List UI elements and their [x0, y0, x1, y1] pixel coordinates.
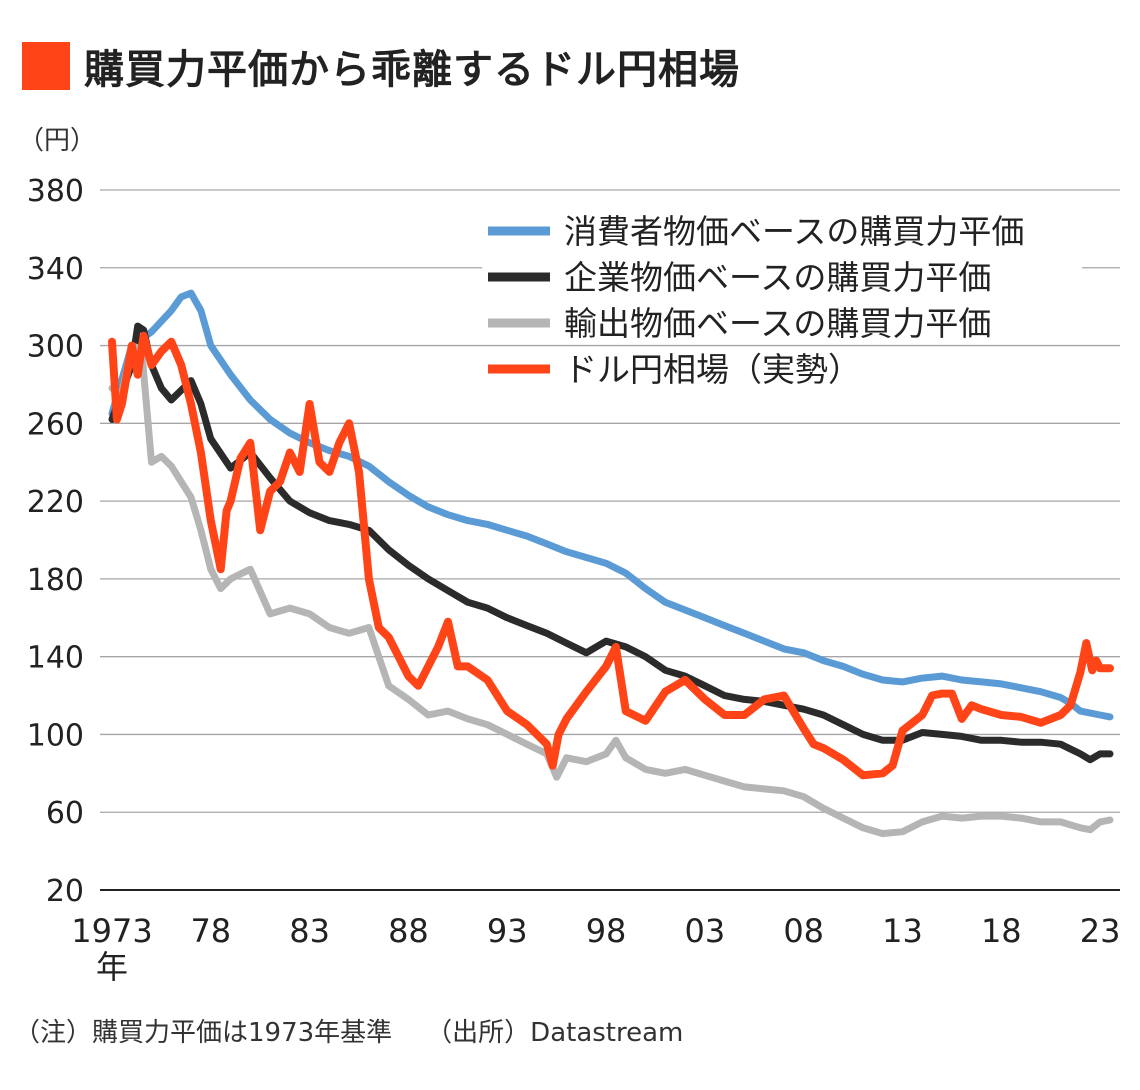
- y-tick-260: 260: [27, 407, 84, 442]
- footnote: （注）購買力平価は1973年基準 （出所）Datastream: [14, 1012, 717, 1049]
- x-tick-88: 88: [388, 912, 429, 950]
- legend-bg-2: [482, 257, 1082, 297]
- y-tick-60: 60: [46, 796, 84, 831]
- y-tick-300: 300: [27, 330, 84, 365]
- title-text: 購買力平価から乖離するドル円相場: [84, 47, 740, 93]
- title-marker-icon: [22, 42, 70, 90]
- series-lines: [108, 289, 1114, 838]
- legend-label-1: 消費者物価ベースの購買力平価: [564, 212, 1024, 251]
- x-tick-98: 98: [586, 912, 627, 950]
- x-tick-23: 23: [1080, 912, 1121, 950]
- x-tick-13: 13: [882, 912, 923, 950]
- x-tick-78: 78: [190, 912, 231, 950]
- legend-bg-1: [482, 211, 1082, 251]
- y-tick-380: 380: [27, 174, 84, 209]
- legend-label-4: ドル円相場（実勢）: [564, 350, 861, 389]
- legend-bg-4: [482, 349, 1082, 389]
- legend-bg-3: [482, 303, 1082, 343]
- y-tick-220: 220: [27, 485, 84, 520]
- y-axis-ticks: 20 60 100 140 180 220 260 300 340 380: [27, 174, 84, 909]
- source-text: （出所）Datastream: [426, 1018, 684, 1048]
- x-tick-suffix: 年: [96, 948, 128, 986]
- x-tick-03: 03: [685, 912, 726, 950]
- y-tick-180: 180: [27, 563, 84, 598]
- x-tick-18: 18: [981, 912, 1022, 950]
- legend-label-3: 輸出物価ベースの購買力平価: [564, 304, 991, 343]
- legend: 消費者物価ベースの購買力平価企業物価ベースの購買力平価輸出物価ベースの購買力平価…: [482, 211, 1082, 389]
- y-tick-340: 340: [27, 252, 84, 287]
- x-tick-08: 08: [783, 912, 824, 950]
- note-text: （注）購買力平価は1973年基準: [14, 1018, 393, 1048]
- legend-label-2: 企業物価ベースの購買力平価: [564, 258, 991, 297]
- series-line-3: [108, 342, 1114, 838]
- x-tick-93: 93: [487, 912, 528, 950]
- x-axis-ticks: 1973 78 83 88 93 98 03 08 13 18 23 年: [71, 912, 1120, 986]
- series-line-4: [108, 331, 1114, 780]
- series-line-2: [108, 322, 1114, 764]
- chart-title: 購買力平価から乖離するドル円相場: [22, 38, 740, 94]
- x-tick-1973: 1973: [71, 912, 152, 950]
- x-tick-83: 83: [289, 912, 330, 950]
- series-line-1: [108, 289, 1114, 721]
- y-axis-unit-label: （円）: [18, 126, 97, 156]
- y-tick-100: 100: [27, 718, 84, 753]
- y-tick-140: 140: [27, 641, 84, 676]
- line-chart: 20 60 100 140 180 220 260 300 340 380 1973 78 83 88 9…: [27, 174, 1121, 986]
- y-tick-20: 20: [46, 874, 84, 909]
